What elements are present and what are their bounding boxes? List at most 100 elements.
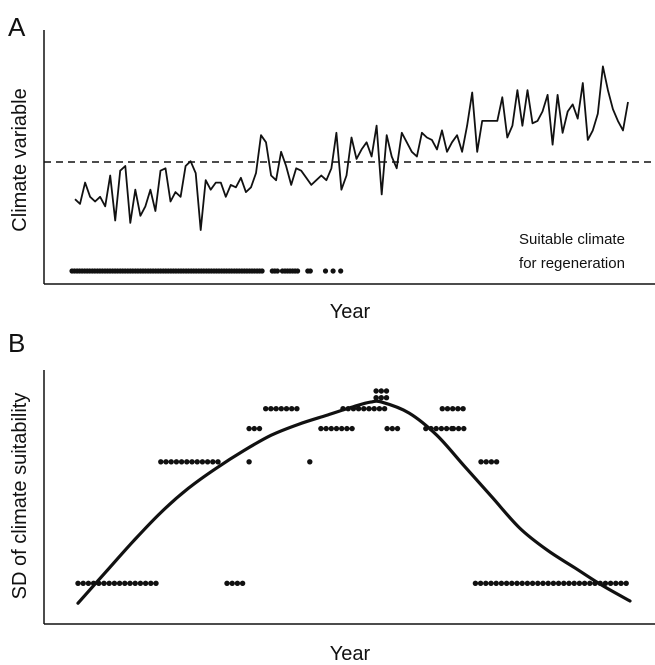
- sd-point: [376, 406, 383, 412]
- sd-point: [158, 459, 164, 465]
- sd-point: [148, 580, 154, 586]
- panel-a-y-label: Climate variable: [9, 88, 31, 231]
- sd-point: [566, 580, 572, 586]
- sd-point: [493, 459, 500, 465]
- sd-point: [503, 580, 510, 586]
- sd-point: [239, 580, 246, 586]
- sd-point: [383, 388, 390, 394]
- sd-point: [373, 388, 379, 394]
- sd-point: [524, 580, 531, 586]
- sd-point: [607, 580, 614, 586]
- sd-point: [361, 406, 367, 412]
- sd-point: [478, 459, 484, 465]
- sd-point: [215, 459, 221, 465]
- sd-point: [381, 406, 388, 412]
- sd-point: [101, 580, 107, 586]
- sd-point: [383, 395, 390, 401]
- sd-point: [153, 580, 159, 586]
- sd-point: [111, 580, 118, 586]
- sd-point: [263, 406, 269, 412]
- sd-point: [488, 459, 495, 465]
- sd-point: [555, 580, 562, 586]
- sd-point: [613, 580, 619, 586]
- panel-b-fit-group: [76, 399, 632, 605]
- sd-point: [256, 425, 263, 432]
- suitable-year-dot: [307, 268, 313, 274]
- sd-point: [371, 406, 377, 412]
- sd-point: [184, 459, 190, 465]
- sd-point: [477, 580, 484, 586]
- sd-point: [294, 406, 300, 412]
- sd-point: [80, 580, 86, 586]
- sd-point: [163, 459, 169, 465]
- sd-point: [623, 580, 629, 586]
- sd-point: [439, 406, 445, 412]
- sd-point: [378, 388, 384, 394]
- sd-point: [519, 580, 525, 586]
- sd-point: [571, 580, 577, 586]
- sd-point: [576, 580, 583, 586]
- sd-point: [349, 425, 355, 432]
- sd-point: [493, 580, 499, 586]
- sd-point: [318, 425, 324, 432]
- sd-point: [323, 425, 329, 432]
- sd-point: [85, 580, 92, 586]
- sd-point: [483, 459, 489, 465]
- sd-point: [168, 459, 174, 465]
- suitable-year-dot: [274, 268, 280, 274]
- suitable-year-dot: [322, 268, 329, 274]
- sd-point: [461, 425, 467, 432]
- suitable-year-dot: [330, 268, 336, 274]
- sd-point: [535, 580, 541, 586]
- sd-point: [246, 425, 252, 432]
- sd-point: [450, 406, 456, 412]
- sd-point: [273, 406, 279, 412]
- sd-point: [378, 395, 384, 401]
- sd-point: [173, 459, 180, 465]
- sd-point: [455, 425, 462, 432]
- sd-point: [509, 580, 515, 586]
- sd-point: [229, 580, 235, 586]
- smooth-fit-curve: [76, 399, 632, 605]
- sd-point: [142, 580, 149, 586]
- sd-point: [450, 425, 457, 432]
- sd-point: [587, 580, 593, 586]
- sd-point: [344, 425, 350, 432]
- panel-b-x-label: Year: [330, 643, 371, 665]
- sd-point: [199, 459, 206, 465]
- panel-b-label: B: [8, 328, 25, 358]
- sd-point: [545, 580, 551, 586]
- sd-point: [514, 580, 520, 586]
- sd-point: [618, 580, 624, 586]
- sd-point: [122, 580, 128, 586]
- sd-point: [498, 580, 505, 586]
- sd-point: [116, 580, 123, 586]
- sd-point: [438, 425, 445, 432]
- sd-point: [550, 580, 557, 586]
- sd-point: [137, 580, 144, 586]
- climate-variable-line: [74, 65, 629, 231]
- panel-a-dots-group: [69, 268, 344, 274]
- sd-point: [234, 580, 241, 586]
- sd-point: [339, 425, 345, 432]
- sd-point: [204, 459, 211, 465]
- sd-point: [283, 406, 290, 412]
- sd-point: [194, 459, 200, 465]
- sd-point: [373, 395, 379, 401]
- panel-a-annotation-line-2: for regeneration: [519, 255, 625, 272]
- sd-point: [488, 580, 494, 586]
- sd-point: [540, 580, 546, 586]
- panel-a-series-group: [74, 65, 629, 231]
- panel-b-points-group: [75, 388, 629, 586]
- sd-point: [127, 580, 133, 586]
- sd-point: [384, 425, 390, 432]
- sd-point: [210, 459, 216, 465]
- sd-point: [333, 425, 340, 432]
- sd-point: [328, 425, 334, 432]
- sd-point: [581, 580, 588, 586]
- sd-point: [444, 406, 451, 412]
- sd-point: [106, 580, 112, 586]
- sd-point: [189, 459, 195, 465]
- sd-point: [178, 459, 185, 465]
